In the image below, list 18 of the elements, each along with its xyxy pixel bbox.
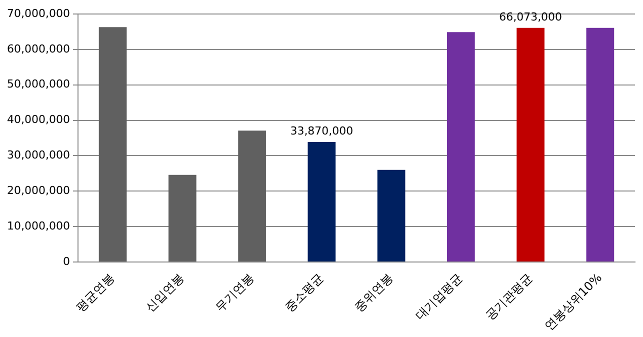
data-label: 33,870,000 xyxy=(290,124,354,138)
y-tick-label: 50,000,000 xyxy=(6,78,70,91)
bar xyxy=(238,130,266,262)
bar xyxy=(308,142,336,262)
y-tick-label: 70,000,000 xyxy=(6,6,70,20)
bar xyxy=(516,28,544,262)
bar xyxy=(98,27,127,262)
y-tick-label: 40,000,000 xyxy=(6,113,70,126)
bar xyxy=(168,174,196,262)
y-tick-label: 30,000,000 xyxy=(6,148,70,162)
y-tick-label: 20,000,000 xyxy=(6,184,70,198)
bar xyxy=(586,28,614,262)
y-tick-label: 60,000,000 xyxy=(6,42,70,56)
bar xyxy=(447,32,475,262)
y-tick-label: 10,000,000 xyxy=(6,219,70,232)
data-label: 66,073,000 xyxy=(499,10,562,24)
bar xyxy=(377,170,406,262)
y-tick-label: 0 xyxy=(62,254,70,268)
